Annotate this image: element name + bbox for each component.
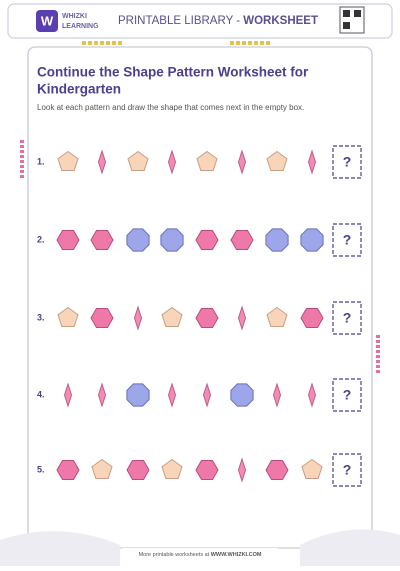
row-number: 2.: [37, 234, 45, 244]
diamond: [97, 149, 107, 175]
logo: [36, 10, 58, 32]
pentagon: [266, 306, 288, 327]
pentagon: [196, 150, 218, 171]
diamond: [63, 382, 73, 408]
answer-box: [332, 301, 362, 335]
answer-box: [332, 223, 362, 257]
answer-mark: ?: [343, 232, 352, 248]
hexagon: [56, 459, 80, 481]
worksheet-title: Continue the Shape Pattern Worksheet for: [37, 65, 309, 80]
row-number: 1.: [37, 156, 45, 166]
answer-mark: ?: [343, 154, 352, 170]
header-title-bold: WORKSHEET: [243, 15, 318, 27]
footer-link[interactable]: WWW.WHIZKI.COM: [211, 552, 262, 558]
diamond: [272, 382, 282, 408]
hexagon: [265, 459, 289, 481]
hexagon: [195, 229, 219, 251]
diamond: [307, 149, 317, 175]
diamond: [237, 305, 247, 331]
diamond: [133, 305, 143, 331]
hexagon: [126, 459, 150, 481]
logo-letter: W: [41, 13, 54, 28]
hexagon: [56, 229, 80, 251]
row-number: 3.: [37, 312, 45, 322]
pentagon: [91, 458, 113, 479]
deco-stripe: [20, 140, 380, 375]
pentagon: [266, 150, 288, 171]
diamond: [307, 382, 317, 408]
hexagon: [230, 229, 254, 251]
diamond: [97, 382, 107, 408]
qr-block: [354, 10, 361, 17]
octagon: [126, 383, 150, 407]
brand-line: WHIZKI: [62, 13, 87, 20]
footer-plain: More printable worksheets at: [139, 552, 211, 558]
header-bar: [7, 3, 393, 39]
answer-box: [332, 145, 362, 179]
footer-deco: [0, 529, 400, 566]
row-number: 5.: [37, 464, 45, 474]
answer-mark: ?: [343, 462, 352, 478]
diamond: [202, 382, 212, 408]
octagon: [160, 228, 184, 252]
hexagon: [195, 307, 219, 329]
row-number: 4.: [37, 389, 45, 399]
footer-bg: [120, 548, 280, 562]
answer-mark: ?: [343, 387, 352, 403]
hexagon: [90, 307, 114, 329]
diamond: [237, 149, 247, 175]
pentagon: [127, 150, 149, 171]
header-title-plain: PRINTABLE LIBRARY -: [118, 15, 243, 27]
octagon: [300, 228, 324, 252]
diamond: [167, 149, 177, 175]
pentagon: [161, 306, 183, 327]
pentagon: [161, 458, 183, 479]
diamond: [167, 382, 177, 408]
octagon: [265, 228, 289, 252]
brand-line: LEARNING: [62, 23, 99, 30]
hexagon: [90, 229, 114, 251]
pentagon: [301, 458, 323, 479]
header-title: PRINTABLE LIBRARY - WORKSHEET: [118, 15, 318, 27]
octagon: [126, 228, 150, 252]
diamond: [237, 457, 247, 483]
answer-box: [332, 453, 362, 487]
pentagon: [57, 306, 79, 327]
footer-text: More printable worksheets at WWW.WHIZKI.…: [139, 552, 262, 558]
instructions: Look at each pattern and draw the shape …: [37, 103, 304, 112]
pentagon: [57, 150, 79, 171]
qr-block: [343, 22, 350, 29]
answer-box: [332, 378, 362, 412]
octagon: [230, 383, 254, 407]
qr-block: [343, 10, 350, 17]
hexagon: [300, 307, 324, 329]
hexagon: [195, 459, 219, 481]
answer-mark: ?: [343, 310, 352, 326]
worksheet-title: Kindergarten: [37, 82, 121, 97]
